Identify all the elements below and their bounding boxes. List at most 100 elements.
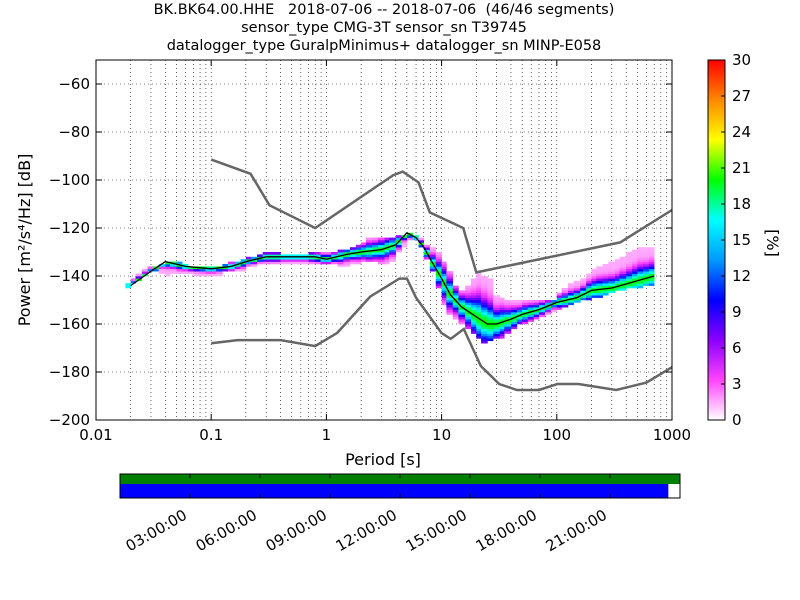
- psd-cell: [465, 314, 472, 318]
- psd-cell: [487, 326, 494, 330]
- psd-cell: [465, 307, 472, 310]
- psd-cell: [632, 271, 638, 274]
- psd-cell: [481, 295, 488, 298]
- x-tick-label: 100: [542, 426, 571, 444]
- psd-cell: [504, 302, 512, 306]
- plot-frame: [95, 59, 673, 421]
- psd-cell: [343, 261, 351, 265]
- psd-cell: [240, 266, 247, 270]
- y-tick-label: −80: [58, 123, 90, 141]
- psd-cell: [545, 302, 552, 306]
- psd-cell: [481, 338, 488, 342]
- psd-cell: [361, 244, 367, 248]
- psd-cell: [527, 309, 534, 313]
- psd-cell: [331, 261, 338, 265]
- psd-cell: [435, 252, 442, 255]
- psd-cell: [499, 319, 505, 322]
- psd-cell: [516, 309, 523, 313]
- psd-cell: [619, 261, 627, 265]
- psd-cell: [188, 271, 194, 274]
- psd-cell: [637, 280, 644, 284]
- psd-cell: [429, 256, 437, 260]
- psd-cell: [481, 340, 488, 344]
- psd-cell: [642, 273, 650, 277]
- mode-line: [130, 231, 655, 325]
- psd-cell: [648, 278, 655, 282]
- psd-cell: [499, 321, 505, 325]
- x-axis-label: Period [s]: [345, 450, 421, 469]
- psd-cell: [626, 261, 633, 265]
- psd-cell: [135, 276, 143, 279]
- x-tick-label: 10: [432, 426, 451, 444]
- psd-cell: [499, 314, 505, 318]
- psd-cell: [446, 307, 454, 310]
- psd-cell: [608, 273, 616, 277]
- psd-cell: [471, 302, 477, 306]
- psd-cell: [648, 249, 655, 253]
- psd-cell: [556, 295, 562, 298]
- psd-cell: [326, 259, 332, 262]
- psd-cell: [389, 237, 397, 241]
- psd-cell: [608, 285, 616, 289]
- psd-cell: [262, 254, 270, 258]
- psd-cell: [458, 309, 466, 313]
- psd-cell: [602, 266, 609, 270]
- psd-cell: [487, 300, 494, 303]
- psd-cell: [499, 312, 505, 315]
- psd-cell: [429, 254, 437, 258]
- psd-cell: [591, 268, 597, 272]
- psd-cell: [626, 259, 633, 262]
- psd-cell: [591, 285, 597, 289]
- psd-cell: [516, 319, 523, 322]
- psd-cell: [591, 276, 597, 279]
- psd-cell: [596, 266, 603, 270]
- psd-cell: [573, 300, 581, 303]
- psd-cell: [193, 268, 200, 272]
- psd-cell: [269, 259, 275, 262]
- psd-cell: [527, 300, 534, 303]
- psd-cell: [452, 309, 459, 313]
- psd-cell: [441, 276, 447, 279]
- psd-cell: [147, 268, 153, 272]
- psd-cell: [476, 321, 482, 325]
- psd-cell: [377, 237, 385, 241]
- psd-cell: [481, 307, 488, 310]
- psd-cell: [240, 264, 247, 267]
- psd-cell: [176, 261, 183, 265]
- psd-cell: [320, 259, 327, 262]
- psd-cell: [471, 321, 477, 325]
- psd-cell: [481, 278, 488, 282]
- psd-cell: [487, 280, 494, 284]
- psd-cell: [632, 276, 638, 279]
- psd-cell: [355, 247, 362, 250]
- psd-cell: [361, 247, 367, 250]
- psd-cell: [406, 235, 413, 238]
- psd-cell: [384, 249, 390, 253]
- psd-cell: [465, 300, 472, 303]
- psd-cell: [182, 268, 189, 272]
- psd-cell: [240, 268, 247, 272]
- psd-cell: [637, 283, 644, 286]
- psd-cell: [343, 264, 351, 267]
- psd-cell: [476, 285, 482, 289]
- psd-cell: [567, 288, 574, 291]
- psd-cell: [435, 276, 442, 279]
- psd-cell: [372, 259, 379, 262]
- psd-cell: [234, 266, 241, 270]
- psd-cell: [561, 304, 569, 308]
- psd-cell: [648, 268, 655, 272]
- psd-cell: [465, 302, 472, 306]
- psd-cell: [465, 292, 472, 296]
- psd-plot-area: 0.01 0.1 1 10 100 1000 −200 −180 −160 −140 −120 −10…: [49, 59, 691, 444]
- psd-cell: [481, 312, 488, 315]
- psd-cell: [441, 278, 447, 282]
- psd-cell: [215, 273, 223, 277]
- psd-cell: [152, 268, 159, 272]
- psd-cell: [533, 316, 540, 320]
- psd-cell: [504, 304, 512, 308]
- psd-cell: [406, 237, 413, 241]
- psd-cell: [499, 300, 505, 303]
- psd-cell: [487, 316, 494, 320]
- psd-cell: [626, 252, 633, 255]
- psd-cell: [458, 304, 466, 308]
